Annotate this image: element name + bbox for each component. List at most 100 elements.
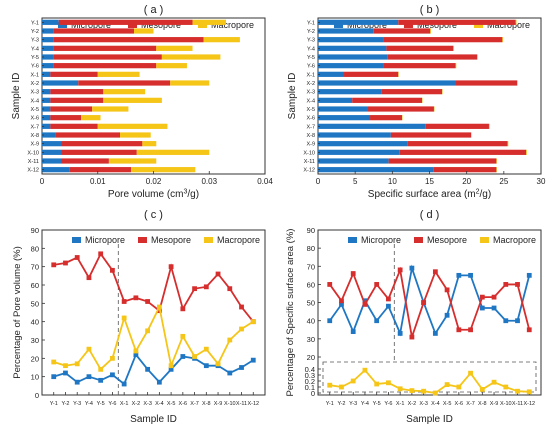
- marker-micropore: [133, 352, 139, 358]
- bar-mesopore-x-1: [344, 71, 399, 77]
- marker-micropore: [386, 303, 391, 309]
- x-tick-label: Y-4: [361, 401, 369, 407]
- marker-macropore: [362, 367, 368, 373]
- marker-macropore: [491, 379, 497, 385]
- x-tick-label: X-5: [167, 401, 176, 407]
- bar-mesopore-x-11: [61, 158, 109, 164]
- legend-swatch-micropore: [334, 22, 343, 28]
- bar-macropore-x-5: [92, 106, 129, 112]
- marker-micropore: [350, 329, 356, 334]
- y-tick-label: 30: [307, 335, 315, 344]
- bar-micropore-x-7: [318, 123, 426, 129]
- bar-micropore-y-1: [318, 19, 399, 25]
- marker-micropore: [239, 365, 244, 370]
- line-macropore: [329, 368, 530, 394]
- bar-mesopore-x-3: [381, 89, 443, 95]
- marker-micropore: [397, 331, 403, 336]
- marker-mesopore: [339, 298, 344, 304]
- bar-macropore-x-11: [108, 158, 157, 164]
- x-tick-label: X-12: [247, 401, 259, 407]
- panel-d: ( d )Micropore Mesopore Macropore00.10.20.…: [285, 209, 542, 425]
- marker-micropore: [180, 354, 186, 359]
- bar-macropore-y-4: [453, 45, 455, 51]
- x-axis-label: Specific surface area (m2/g): [368, 189, 491, 201]
- y-tick-label: Y-2: [307, 29, 315, 35]
- bar-micropore-y-4: [42, 45, 54, 51]
- x-tick-label: X-5: [443, 401, 452, 407]
- x-tick-label: X-9: [214, 401, 223, 407]
- bar-micropore-x-1: [42, 71, 51, 77]
- marker-mesopore: [421, 300, 427, 305]
- marker-micropore: [456, 272, 462, 278]
- marker-macropore: [421, 388, 427, 394]
- marker-mesopore: [133, 295, 139, 301]
- marker-mesopore: [51, 262, 57, 268]
- bar-micropore-x-3: [42, 89, 51, 95]
- marker-micropore: [227, 370, 233, 376]
- y-tick-label: X-1: [30, 72, 39, 78]
- legend-swatch-mesopore: [128, 22, 137, 28]
- y-tick-label: X-2: [306, 81, 315, 87]
- bar-mesopore-y-2: [53, 28, 134, 34]
- marker-mesopore: [168, 264, 174, 270]
- x-tick-label: 15: [425, 177, 434, 186]
- bar-micropore-y-5: [318, 54, 388, 60]
- y-tick-label: X-2: [30, 81, 39, 87]
- x-tick-label: X-11: [236, 401, 247, 407]
- bar-macropore-x-8: [120, 132, 151, 138]
- y-axis-label: Percentage of Specific surface area (%): [285, 229, 296, 397]
- x-tick-label: 30: [537, 177, 546, 186]
- y-tick-label: 50: [307, 299, 315, 308]
- marker-macropore: [203, 346, 209, 352]
- bar-macropore-x-2: [517, 80, 518, 86]
- bar-mesopore-x-7: [50, 123, 98, 129]
- bar-micropore-x-9: [318, 141, 408, 147]
- legend-label-mesopore: Mesopore: [427, 235, 467, 245]
- x-tick-label: Y-1: [50, 401, 58, 407]
- bar-macropore-x-10: [136, 149, 210, 155]
- legend-swatch-mesopore: [414, 237, 423, 243]
- marker-macropore: [86, 346, 92, 352]
- marker-macropore: [339, 384, 344, 390]
- legend-label-mesopore: Mesopore: [151, 235, 191, 245]
- bar-macropore-x-3: [442, 89, 443, 95]
- x-tick-label: Y-3: [73, 401, 81, 407]
- legend-label-mesopore: Mesopore: [141, 20, 181, 30]
- marker-mesopore: [74, 255, 80, 260]
- x-tick-label: X-12: [523, 401, 535, 407]
- marker-micropore: [362, 298, 368, 304]
- bar-micropore-x-1: [318, 71, 345, 77]
- bar-mesopore-x-1: [50, 71, 98, 77]
- y-tick-label: 70: [31, 263, 39, 272]
- bar-micropore-y-6: [42, 63, 54, 69]
- y-tick-label: X-5: [306, 107, 315, 113]
- bar-micropore-x-2: [318, 80, 456, 86]
- bar-macropore-x-3: [103, 89, 146, 95]
- marker-mesopore: [98, 251, 104, 257]
- marker-micropore: [468, 272, 473, 278]
- marker-micropore: [374, 318, 380, 324]
- bar-macropore-x-1: [97, 71, 140, 77]
- y-tick-label: 0.4: [305, 365, 315, 374]
- bar-micropore-y-3: [42, 37, 54, 43]
- bar-macropore-y-5: [477, 54, 478, 60]
- x-tick-label: X-10: [500, 401, 512, 407]
- y-tick-label: Y-5: [31, 55, 39, 61]
- bar-macropore-x-9: [507, 141, 509, 147]
- x-axis-label: Pore volume (cm3/g): [108, 189, 199, 201]
- marker-mesopore: [479, 294, 485, 300]
- marker-mesopore: [63, 260, 68, 266]
- bar-micropore-x-10: [318, 149, 400, 155]
- marker-micropore: [110, 372, 115, 378]
- bar-micropore-x-2: [42, 80, 79, 86]
- bar-micropore-x-4: [42, 97, 51, 103]
- x-tick-label: X-8: [202, 401, 211, 407]
- legend-swatch-macropore: [480, 237, 489, 243]
- bar-micropore-y-2: [42, 28, 54, 34]
- bar-mesopore-y-5: [53, 54, 162, 60]
- bar-macropore-y-5: [161, 54, 221, 60]
- marker-macropore: [350, 378, 356, 384]
- x-tick-label: 5: [353, 177, 358, 186]
- y-tick-label: X-3: [30, 90, 39, 96]
- marker-macropore: [479, 387, 485, 392]
